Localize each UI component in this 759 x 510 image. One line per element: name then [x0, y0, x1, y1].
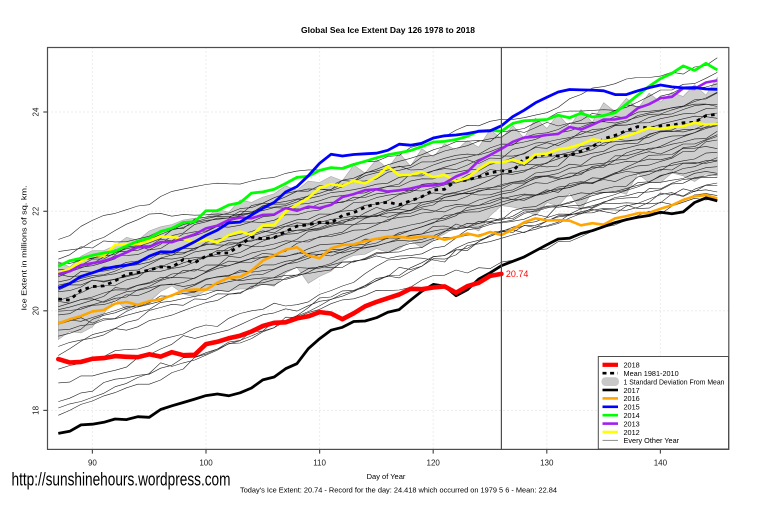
svg-text:24: 24	[32, 107, 41, 116]
svg-text:140: 140	[654, 458, 668, 467]
svg-text:Today's Ice Extent: 20.74 - R: Today's Ice Extent: 20.74 - Record for t…	[240, 486, 557, 495]
svg-text:Day of Year: Day of Year	[367, 472, 406, 481]
svg-text:Every Other Year: Every Other Year	[624, 436, 680, 445]
svg-text:100: 100	[199, 458, 213, 467]
svg-text:2017: 2017	[624, 386, 640, 395]
svg-text:120: 120	[427, 458, 441, 467]
svg-text:18: 18	[32, 405, 41, 414]
svg-text:20.74: 20.74	[506, 269, 529, 279]
svg-text:2018: 2018	[624, 361, 640, 370]
svg-text:1 Standard Deviation From Mean: 1 Standard Deviation From Mean	[624, 377, 725, 386]
svg-text:2012: 2012	[624, 428, 640, 437]
svg-text:Global Sea Ice Extent Day 126: Global Sea Ice Extent Day 126 1978 to 20…	[301, 26, 476, 35]
svg-text:2013: 2013	[624, 419, 640, 428]
svg-text:2016: 2016	[624, 394, 640, 403]
svg-text:http://sunshinehours.wordpress: http://sunshinehours.wordpress.com	[12, 469, 231, 490]
svg-text:Mean 1981-2010: Mean 1981-2010	[624, 369, 679, 378]
svg-text:20: 20	[32, 306, 41, 315]
svg-text:90: 90	[88, 458, 97, 467]
svg-text:110: 110	[313, 458, 326, 467]
svg-text:130: 130	[540, 458, 554, 467]
svg-text:2015: 2015	[624, 403, 640, 412]
svg-text:2014: 2014	[624, 411, 640, 420]
svg-text:22: 22	[32, 206, 41, 215]
svg-text:Ice Extent in millions of sq.: Ice Extent in millions of sq. km.	[20, 186, 29, 311]
